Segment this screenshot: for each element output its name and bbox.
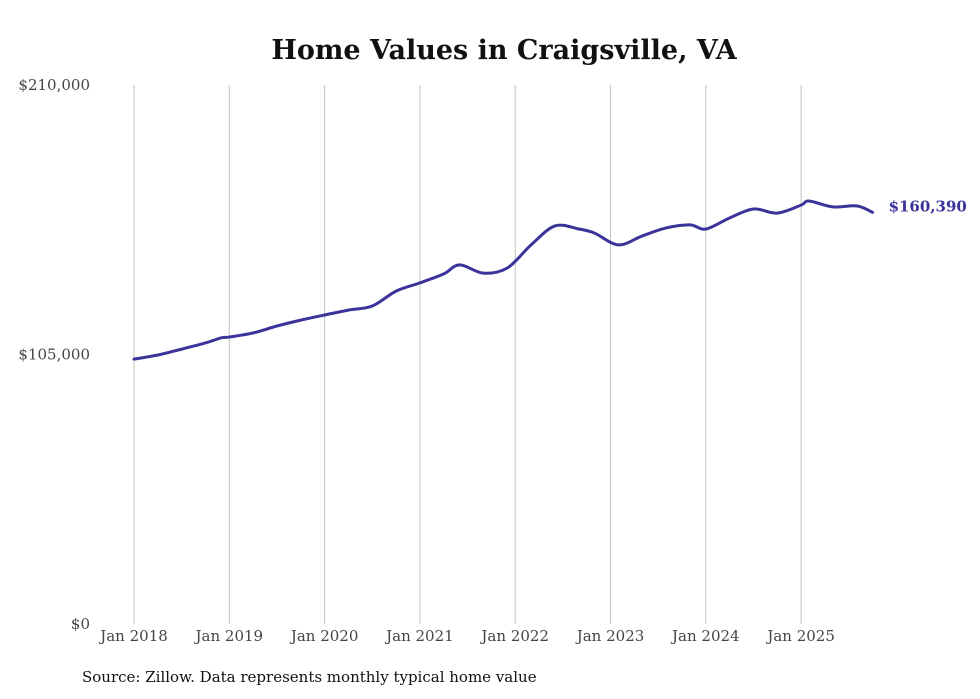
x-tick-label: Jan 2020 bbox=[289, 627, 359, 645]
x-tick-label: Jan 2019 bbox=[194, 627, 264, 645]
y-tick-label: $0 bbox=[71, 615, 90, 633]
source-note: Source: Zillow. Data represents monthly … bbox=[82, 668, 537, 686]
line-chart: Home Values in Craigsville, VA $0 $105,00… bbox=[18, 35, 967, 645]
x-tick-label: Jan 2025 bbox=[765, 627, 835, 645]
x-tick-label: Jan 2022 bbox=[479, 627, 549, 645]
x-tick-label: Jan 2024 bbox=[670, 627, 740, 645]
x-tick-label: Jan 2023 bbox=[575, 627, 645, 645]
chart-title: Home Values in Craigsville, VA bbox=[271, 35, 737, 66]
x-tick-label: Jan 2018 bbox=[98, 627, 168, 645]
x-tick-label: Jan 2021 bbox=[384, 627, 454, 645]
y-tick-label: $210,000 bbox=[18, 76, 90, 94]
y-tick-label: $105,000 bbox=[18, 346, 90, 364]
end-value-label: $160,390 bbox=[889, 197, 967, 215]
series-line bbox=[132, 199, 875, 361]
